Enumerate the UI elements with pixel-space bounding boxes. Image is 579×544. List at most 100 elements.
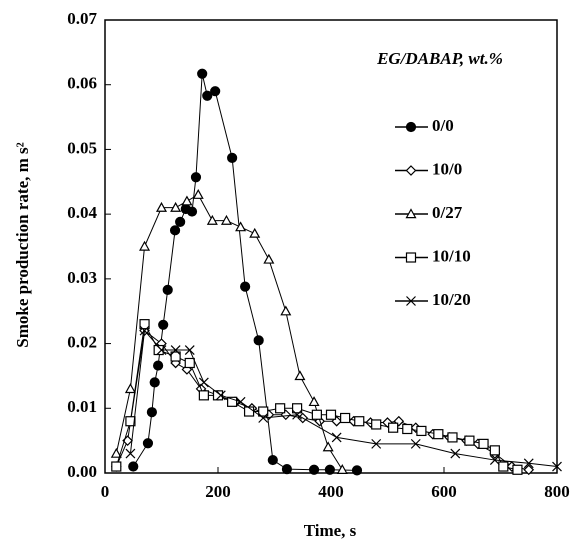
marker	[351, 465, 363, 476]
marker	[190, 172, 202, 183]
x-tick-label: 600	[431, 482, 457, 501]
marker	[184, 357, 195, 369]
marker	[227, 152, 238, 163]
legend-label: 10/0	[432, 159, 462, 178]
marker	[308, 396, 320, 407]
marker	[170, 201, 182, 212]
y-tick-label: 0.06	[67, 74, 97, 93]
marker	[478, 438, 489, 449]
marker	[433, 429, 444, 440]
marker	[184, 345, 195, 355]
marker	[139, 319, 150, 330]
legend-title: EG/DABAP, wt.%	[376, 49, 503, 68]
marker	[110, 447, 122, 458]
x-tick-label: 200	[205, 482, 231, 501]
marker	[523, 464, 535, 476]
marker	[275, 403, 286, 414]
marker	[393, 415, 405, 427]
marker	[175, 216, 186, 228]
marker	[181, 195, 193, 206]
marker	[220, 214, 232, 225]
marker	[336, 464, 348, 474]
marker	[331, 432, 342, 443]
x-tick-label: 0	[101, 482, 110, 501]
marker	[198, 390, 209, 401]
marker	[210, 86, 221, 97]
marker	[227, 396, 238, 407]
marker	[212, 390, 224, 401]
y-tick-label: 0.07	[67, 9, 97, 28]
marker	[258, 413, 269, 423]
marker	[402, 423, 413, 435]
marker	[340, 412, 351, 424]
legend-label: 0/27	[432, 203, 463, 222]
marker	[197, 68, 208, 79]
marker	[170, 351, 181, 362]
marker	[523, 458, 534, 469]
marker	[292, 409, 303, 420]
y-tick-label: 0.01	[67, 397, 97, 416]
legend-label: 10/10	[432, 246, 471, 265]
marker	[139, 325, 150, 336]
legend-label: 10/20	[432, 290, 471, 309]
marker	[281, 464, 293, 475]
y-tick-label: 0.02	[67, 332, 97, 351]
marker	[498, 461, 509, 472]
marker	[139, 240, 151, 251]
marker	[146, 407, 157, 418]
marker	[156, 345, 167, 355]
marker	[322, 441, 334, 452]
marker	[253, 335, 264, 346]
marker	[267, 454, 278, 466]
y-tick-label: 0.04	[67, 203, 97, 222]
marker	[125, 448, 136, 459]
marker	[294, 370, 306, 381]
marker	[388, 422, 399, 433]
marker	[489, 455, 500, 465]
marker	[149, 377, 160, 388]
x-tick-label: 800	[544, 482, 570, 501]
y-tick-label: 0.03	[67, 268, 97, 287]
marker	[240, 281, 251, 292]
marker	[170, 345, 181, 355]
marker	[280, 305, 292, 316]
y-tick-label: 0.05	[67, 138, 97, 157]
legend-marker	[405, 252, 417, 263]
series-line	[115, 322, 518, 471]
marker	[324, 464, 335, 475]
marker	[512, 464, 523, 475]
legend-marker	[406, 296, 416, 306]
marker	[263, 253, 275, 264]
marker	[292, 403, 303, 414]
marker	[125, 416, 136, 427]
marker	[169, 225, 181, 236]
legend-marker	[405, 208, 417, 219]
marker	[371, 419, 382, 430]
marker	[111, 461, 122, 472]
legend-label: 0/0	[432, 116, 454, 135]
x-axis-label: Time, s	[304, 521, 357, 540]
marker	[158, 319, 169, 330]
marker	[552, 461, 562, 472]
legend-marker	[405, 121, 417, 133]
y-axis-label: Smoke production rate, m s²	[13, 142, 32, 347]
marker	[215, 390, 226, 401]
marker	[354, 416, 365, 427]
legend-marker	[405, 165, 417, 176]
marker	[142, 438, 154, 449]
x-tick-label: 400	[318, 482, 344, 501]
marker	[410, 438, 421, 449]
marker	[450, 448, 461, 459]
marker	[206, 214, 218, 225]
marker	[192, 188, 204, 199]
marker	[464, 435, 475, 446]
marker	[416, 425, 427, 437]
marker	[153, 360, 164, 371]
marker	[371, 438, 382, 449]
marker	[198, 377, 209, 388]
marker	[235, 396, 246, 407]
marker	[308, 464, 320, 475]
marker	[124, 383, 136, 394]
marker	[235, 221, 247, 232]
